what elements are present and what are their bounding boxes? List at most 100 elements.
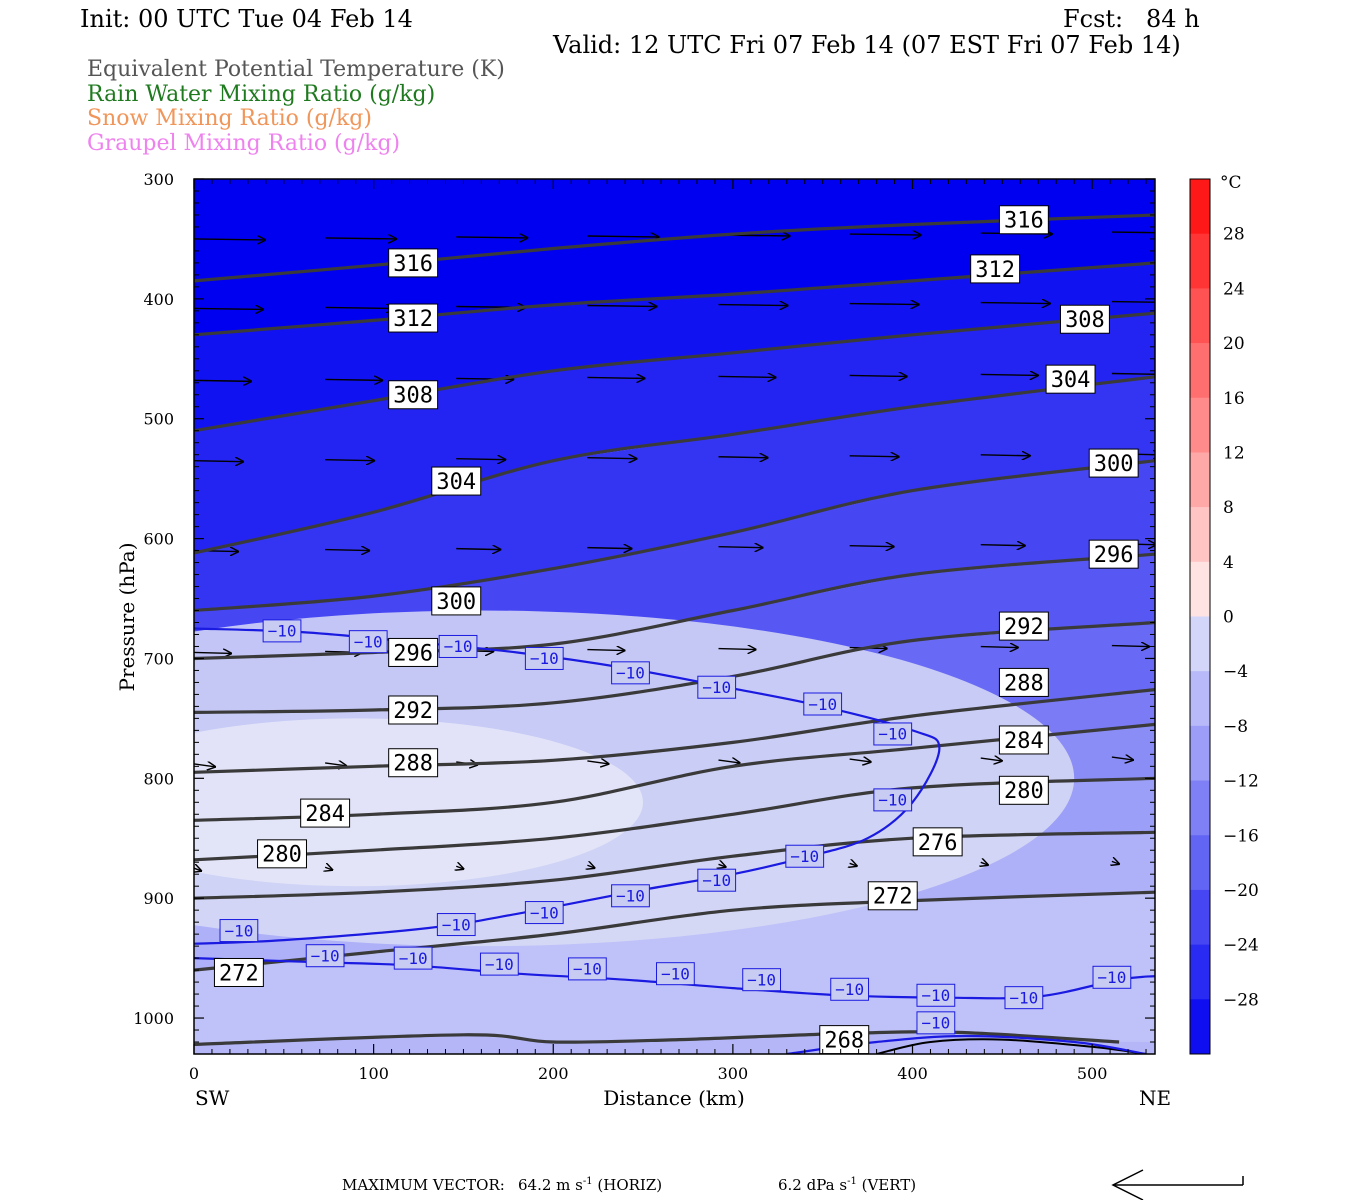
wind-vector (850, 863, 858, 866)
theta-e-contour-308 (194, 311, 1155, 433)
wind-vector (325, 550, 370, 551)
isotherm-minus10-upper (194, 627, 941, 945)
theta-e-label-312-box (970, 254, 1021, 284)
max-vector-label: MAXIMUM VECTOR: (342, 1176, 505, 1194)
wind-vector (194, 764, 216, 767)
colorbar-segment (1190, 233, 1210, 289)
theta-e-label-300-box (431, 586, 482, 616)
wind-vector (587, 650, 625, 651)
isotherm-label-box (524, 646, 564, 670)
theta-e-label-292: 292 (393, 699, 433, 724)
legend-rain-water: Rain Water Mixing Ratio (g/kg) (87, 82, 436, 107)
theta-e-label-304-box (431, 466, 482, 496)
legend-graupel: Graupel Mixing Ratio (g/kg) (87, 131, 401, 156)
wind-vector (849, 759, 872, 762)
theta-e-label-316: 316 (393, 252, 433, 277)
colorbar-label: 28 (1223, 225, 1245, 245)
isotherm-label: −10 (354, 632, 383, 651)
isotherm-label: −10 (921, 986, 950, 1005)
colorbar-label: −4 (1223, 662, 1248, 682)
theta-e-contour-296 (194, 552, 1155, 661)
isotherm-label: −10 (921, 1014, 950, 1033)
isotherm-label: −10 (661, 964, 690, 983)
theta-e-label-284: 284 (1004, 729, 1044, 754)
colorbar: °C 28 24 20 16 12 8 4 0 −4 −8 −12 −16 −20 −24 −28 (1189, 173, 1259, 1055)
temperature-fill (194, 179, 1155, 1054)
y-tick-label: 400 (143, 290, 174, 309)
wind-vector (325, 379, 383, 380)
isotherm-label-box (873, 722, 913, 746)
wind-vector (456, 866, 464, 869)
wind-vector (981, 862, 989, 865)
theta-e-label-308-box (388, 380, 439, 410)
wind-vector (718, 760, 741, 763)
wind-vector (587, 236, 659, 237)
wind-vector (1112, 861, 1120, 864)
theta-e-label-292: 292 (1004, 615, 1044, 640)
axis-ticks (193, 178, 1155, 1054)
colorbar-label: 12 (1223, 443, 1245, 463)
isotherm-label-box (305, 944, 345, 968)
wind-vector (718, 305, 789, 306)
contour-labels: 316 316 312 312 308 308 304 304 300 300 296 296 292 2… (213, 205, 1139, 1055)
wind-vector (718, 457, 769, 458)
theta-e-label-300-box (1088, 448, 1139, 478)
colorbar-label: 8 (1223, 498, 1234, 518)
theta-e-label-312: 312 (975, 258, 1015, 283)
wind-vector (980, 303, 1051, 304)
wind-vectors (194, 232, 1155, 871)
wind-vector (587, 548, 632, 549)
isotherm-label: −10 (530, 903, 559, 922)
colorbar-label: −8 (1223, 717, 1248, 737)
theta-e-label-308: 308 (393, 384, 433, 409)
isotherm-label-box (1092, 965, 1132, 989)
x-tick-label: 0 (189, 1064, 199, 1083)
isotherm-label-box (916, 983, 956, 1007)
colorbar-label: −28 (1223, 990, 1259, 1010)
surface-contour (876, 1038, 1147, 1054)
theta-e-label-280: 280 (1004, 779, 1044, 804)
theta-e-label-288-box (998, 667, 1049, 697)
wind-vector (587, 458, 637, 459)
max-vector-vert: 6.2 dPa s-1 (VERT) (778, 1176, 917, 1194)
wind-vector (849, 546, 895, 547)
colorbar-segment (1190, 179, 1210, 235)
colorbar-frame (1189, 178, 1211, 1055)
theta-e-label-304: 304 (1051, 368, 1091, 393)
theta-e-label-300: 300 (436, 590, 476, 615)
colorbar-segment (1190, 561, 1210, 617)
isotherm-label-box (656, 962, 695, 986)
wind-vector (194, 652, 232, 653)
colorbar-segment (1190, 288, 1210, 344)
colorbar-segment (1190, 616, 1210, 672)
y-tick-label: 1000 (133, 1009, 174, 1028)
isotherm-label-box (568, 957, 607, 981)
wind-vector (980, 455, 1031, 456)
x-tick-label: 500 (1077, 1064, 1108, 1083)
theta-e-label-312-box (388, 303, 439, 333)
wind-vector (1111, 372, 1155, 375)
wind-vector (194, 380, 252, 381)
colorbar-label: 16 (1223, 389, 1245, 409)
y-tick-label: 900 (143, 889, 174, 908)
legend-snow: Snow Mixing Ratio (g/kg) (87, 106, 372, 131)
isotherm-label-box (830, 977, 870, 1001)
colorbar-segment (1190, 343, 1210, 399)
isotherm-label: −10 (702, 678, 731, 697)
colorbar-label: 20 (1223, 334, 1245, 354)
theta-e-label-296-box (388, 637, 439, 667)
wind-vector (849, 304, 920, 305)
isotherm-label: −10 (268, 622, 297, 641)
theta-e-label-308-box (1059, 304, 1110, 334)
wind-vector (849, 375, 908, 376)
colorbar-segment (1190, 671, 1210, 727)
theta-e-label-272-box (867, 881, 918, 911)
y-tick-label: 800 (143, 769, 174, 788)
y-tick-label: 300 (143, 170, 174, 189)
isotherm-label-box (697, 675, 737, 699)
colorbar-label: 0 (1223, 608, 1234, 628)
theta-e-label-288-box (388, 748, 439, 778)
wind-vector (325, 307, 395, 308)
wind-vector (1111, 300, 1155, 303)
